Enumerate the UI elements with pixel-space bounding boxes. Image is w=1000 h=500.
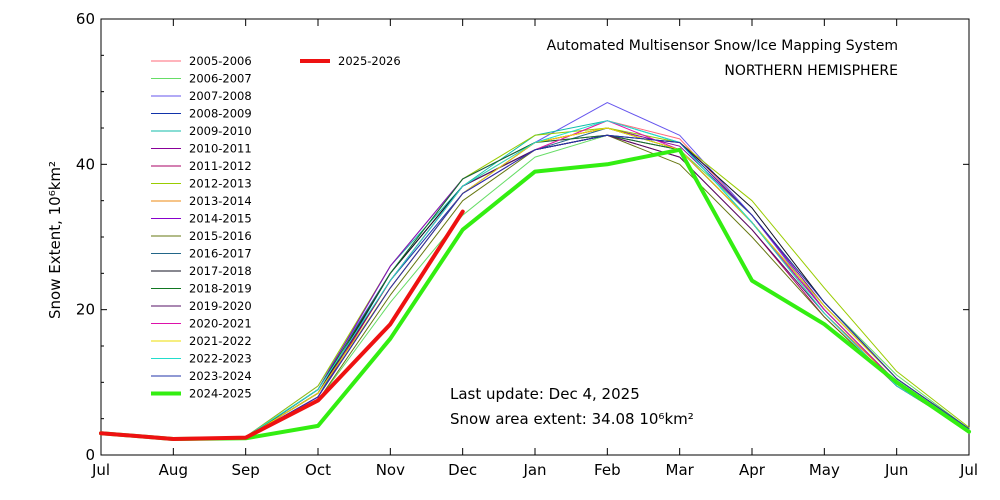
legend-label: 2006-2007 [189, 72, 252, 86]
legend-label: 2016-2017 [189, 247, 252, 261]
x-tick-label: Aug [159, 461, 188, 479]
x-tick-label: Dec [448, 461, 477, 479]
legend-label: 2012-2013 [189, 177, 252, 191]
snow-area-value: Snow area extent: 34.08 [450, 410, 639, 428]
legend-label: 2025-2026 [338, 54, 401, 68]
x-tick-label: Feb [594, 461, 621, 479]
x-tick-label: Sep [232, 461, 260, 479]
legend-label: 2005-2006 [189, 54, 252, 68]
y-tick-label: 20 [76, 301, 95, 319]
legend-label: 2015-2016 [189, 229, 252, 243]
legend-label: 2022-2023 [189, 352, 252, 366]
legend-label: 2008-2009 [189, 107, 252, 121]
legend-label: 2010-2011 [189, 142, 252, 156]
legend-label: 2007-2008 [189, 89, 252, 103]
legend: 2005-2006 2006-2007 2007-2008 2008-2009 2009… [151, 54, 401, 401]
y-tick-label: 40 [76, 155, 95, 173]
snow-area-unit: 10⁶km² [639, 410, 693, 428]
x-tick-label: Mar [666, 461, 695, 479]
legend-label: 2009-2010 [189, 124, 252, 138]
x-tick-label: Jan [522, 461, 546, 479]
x-tick-label: Jun [884, 461, 908, 479]
x-tick-label: May [809, 461, 840, 479]
y-axis-label: Snow Extent, 10⁶km² [46, 161, 64, 319]
x-tick-label: Nov [376, 461, 405, 479]
legend-label: 2023-2024 [189, 369, 252, 383]
y-tick-label: 0 [85, 446, 95, 464]
x-tick-label: Jul [91, 461, 110, 479]
legend-label: 2018-2019 [189, 282, 252, 296]
chart-title: Automated Multisensor Snow/Ice Mapping S… [547, 38, 898, 54]
series-line-2025-2026 [99, 209, 465, 441]
legend-label: 2013-2014 [189, 194, 252, 208]
legend-label: 2019-2020 [189, 299, 252, 313]
x-tick-label: Apr [739, 461, 766, 479]
last-update-text: Last update: Dec 4, 2025 [450, 385, 640, 403]
legend-label: 2021-2022 [189, 334, 252, 348]
snow-area-extent-text: Snow area extent: 34.08 10⁶km² [450, 410, 694, 428]
series-lines [99, 102, 971, 441]
y-tick-label: 60 [76, 10, 95, 28]
y-axis: 0 20 40 60 [76, 10, 969, 464]
legend-label: 2024-2025 [189, 387, 252, 401]
x-tick-label: Jul [959, 461, 978, 479]
chart-subtitle: NORTHERN HEMISPHERE [724, 63, 898, 79]
x-tick-label: Oct [305, 461, 331, 479]
legend-label: 2020-2021 [189, 317, 252, 331]
legend-label: 2017-2018 [189, 264, 252, 278]
legend-label: 2011-2012 [189, 159, 252, 173]
legend-label: 2014-2015 [189, 212, 252, 226]
x-axis: Jul Aug Sep Oct Nov Dec Jan Feb Mar Apr May Jun Jul [91, 19, 978, 479]
